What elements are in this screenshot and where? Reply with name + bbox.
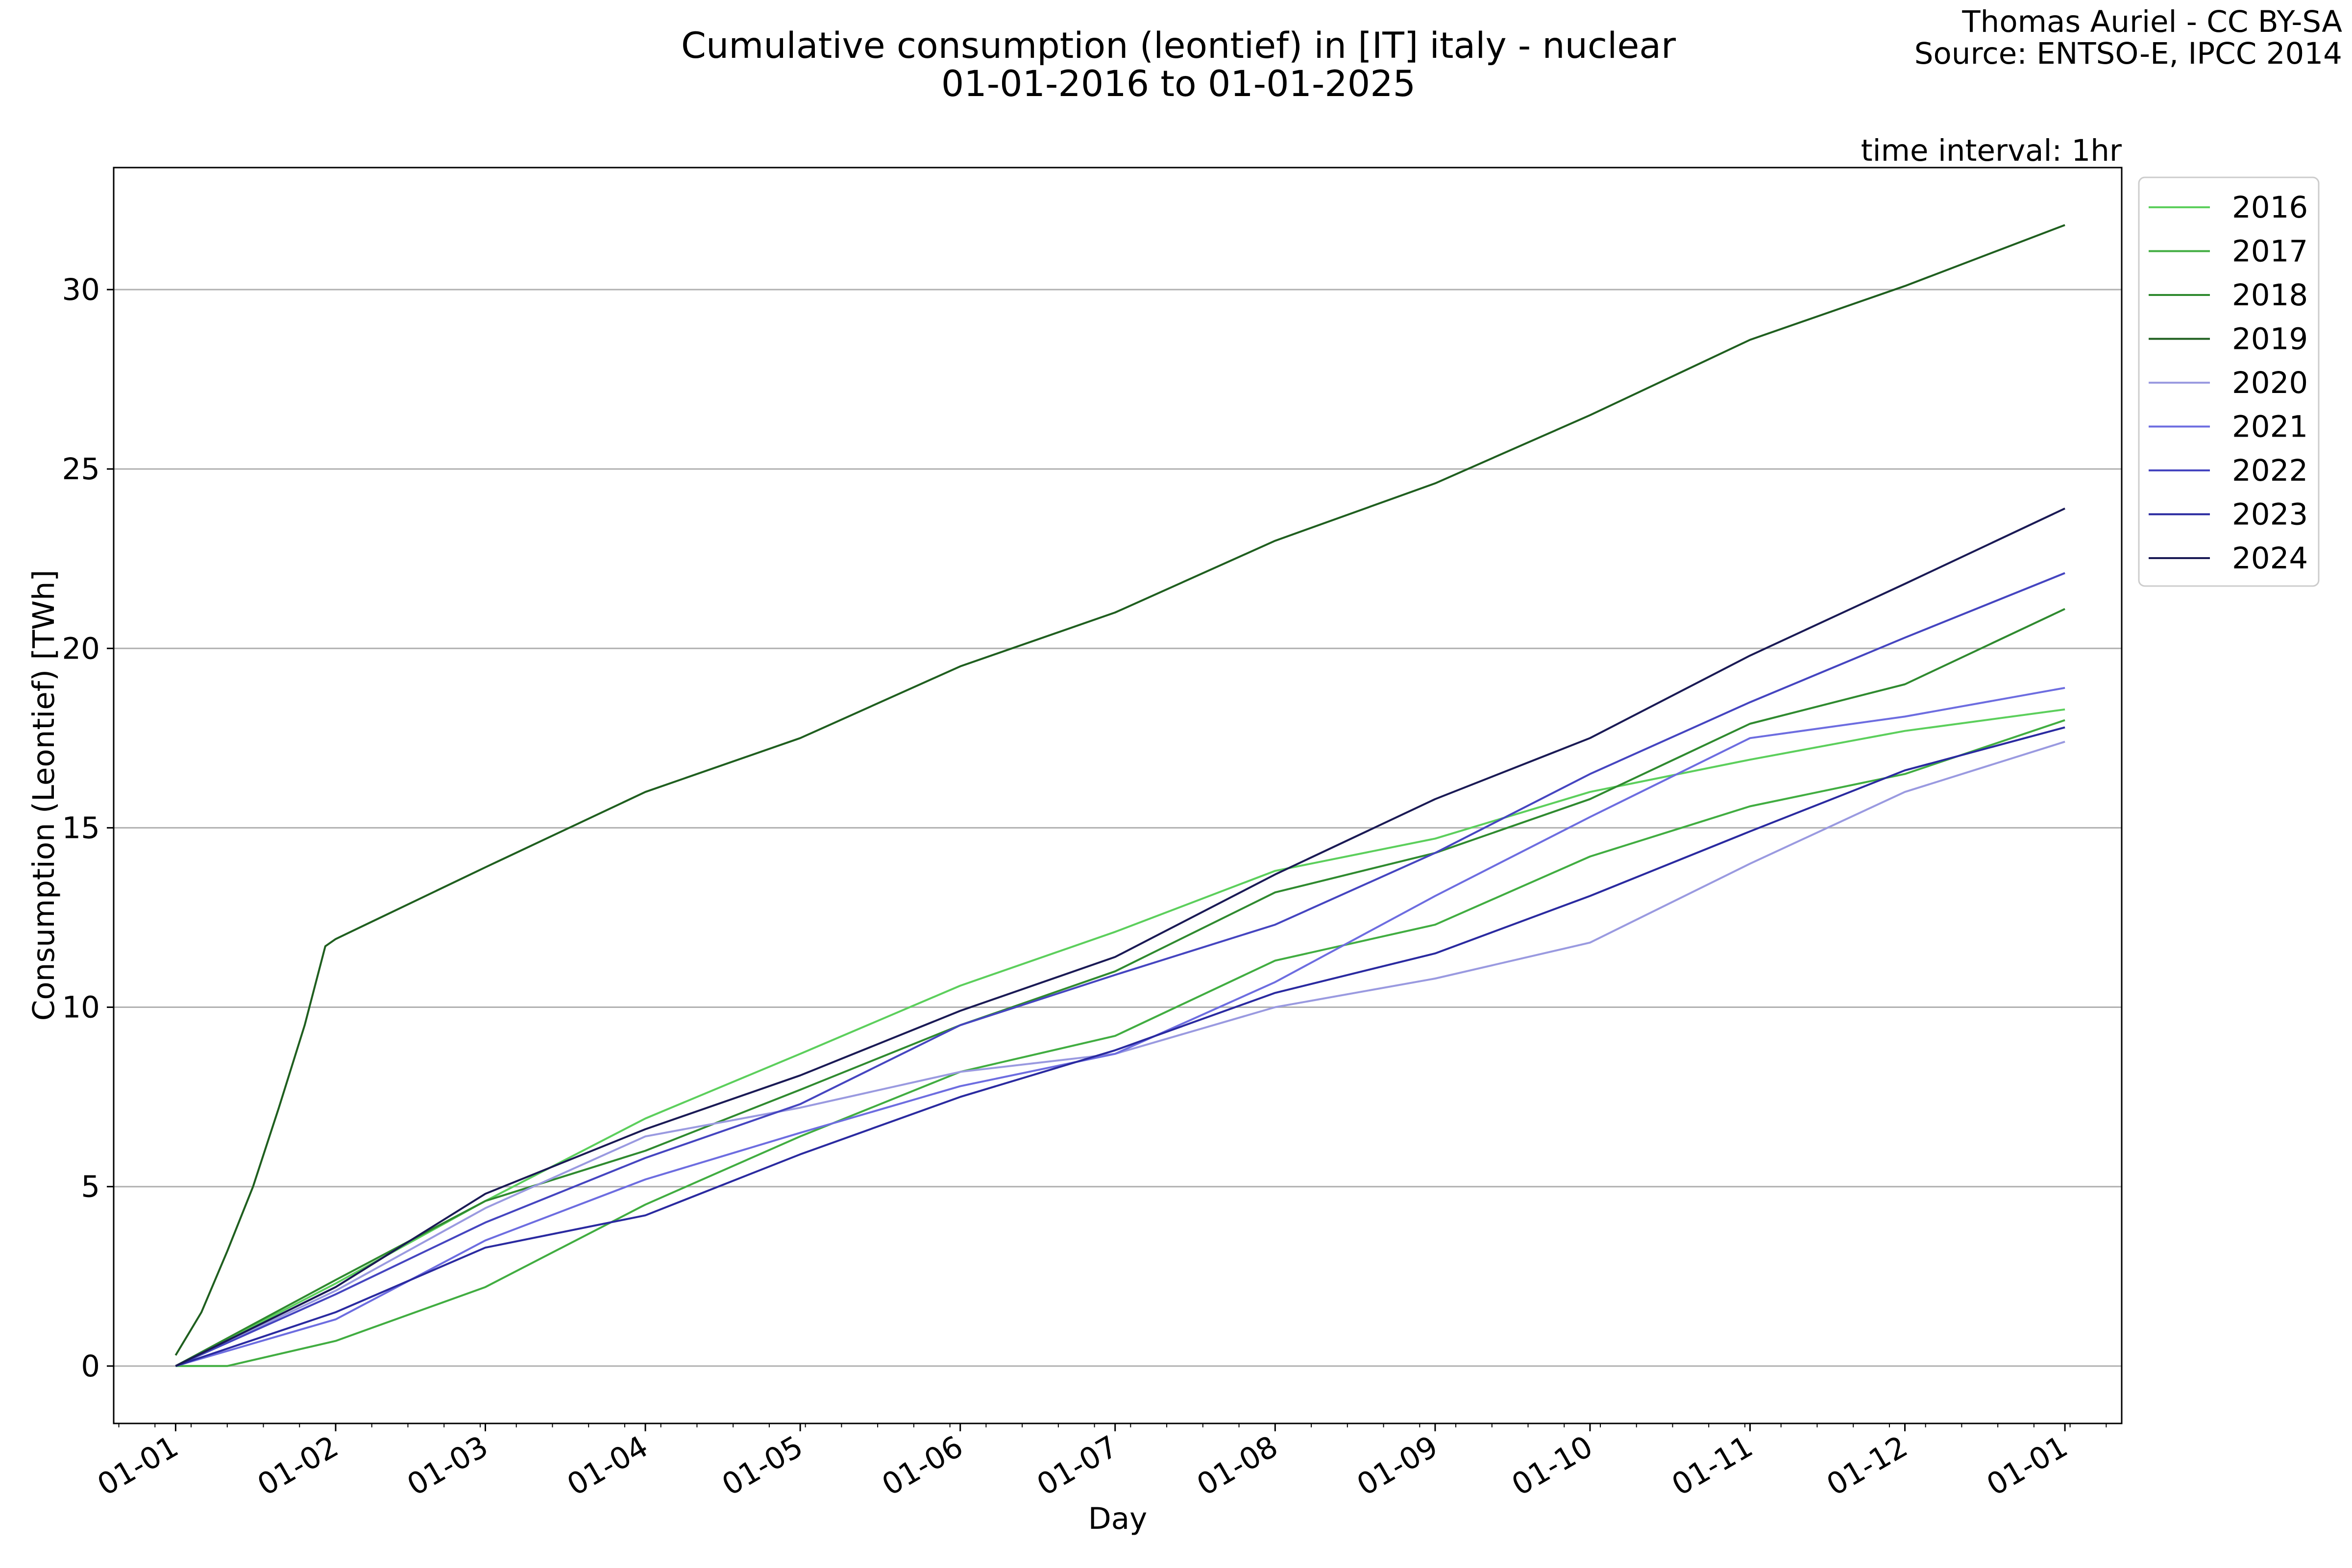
series-line-2017 — [175, 719, 2065, 1367]
chart-title: Cumulative consumption (leontief) in [IT… — [681, 25, 1676, 67]
time-interval-note: time interval: 1hr — [1861, 133, 2122, 168]
y-tick-label: 15 — [62, 810, 100, 845]
credit-author: Thomas Auriel - CC BY-SA — [1961, 4, 2342, 39]
legend-entries: 2016 2017 2018 2019 2020 2021 2022 2023 2024 — [2149, 190, 2308, 576]
legend-frame — [2138, 176, 2320, 587]
y-tick-label: 25 — [62, 452, 100, 487]
x-tick-label: 01-01 — [92, 1429, 184, 1503]
y-tick-label: 0 — [81, 1349, 100, 1384]
chart-subtitle: 01-01-2016 to 01-01-2025 — [941, 63, 1416, 105]
series-line-2018 — [175, 608, 2065, 1367]
legend-label-2021: 2021 — [2232, 410, 2308, 444]
x-tick-label: 01-02 — [251, 1429, 344, 1503]
y-tick-label: 5 — [81, 1170, 100, 1204]
x-tick-label: 01-12 — [1821, 1429, 1913, 1503]
legend: 2016 2017 2018 2019 2020 2021 2022 2023 2024 — [2138, 176, 2320, 587]
y-axis-label: Consumption (Leontief) [TWh] — [26, 570, 61, 1021]
series-line-2016 — [175, 708, 2065, 1367]
legend-label-2023: 2023 — [2232, 497, 2308, 532]
x-tick-label: 01-09 — [1351, 1429, 1444, 1503]
x-tick-label: 01-03 — [401, 1429, 494, 1503]
series-line-2021 — [175, 686, 2065, 1367]
series-line-2023 — [175, 726, 2065, 1367]
y-tick-label: 30 — [62, 272, 100, 307]
y-tick-label: 20 — [62, 631, 100, 666]
x-tick-label: 01-11 — [1666, 1429, 1759, 1503]
gridlines — [114, 289, 2122, 1367]
series-line-2022 — [175, 572, 2065, 1367]
x-tick-label: 01-04 — [562, 1429, 654, 1503]
legend-label-2017: 2017 — [2232, 234, 2308, 269]
legend-label-2024: 2024 — [2232, 541, 2308, 576]
legend-label-2018: 2018 — [2232, 278, 2308, 313]
y-tick-label: 10 — [62, 990, 100, 1025]
x-tick-label: 01-06 — [876, 1429, 969, 1503]
x-axis-ticks: 01-01 01-02 01-03 01-04 01-05 01-06 01-07 01-08… — [92, 1423, 2107, 1503]
series-line-2024 — [175, 507, 2065, 1367]
legend-label-2022: 2022 — [2232, 453, 2308, 488]
plot-frame — [113, 167, 2123, 1424]
y-axis-ticks: 0 5 10 15 20 25 30 — [62, 272, 114, 1384]
series-line-2019 — [174, 224, 2065, 1356]
x-axis-label: Day — [1088, 1501, 1147, 1536]
legend-label-2020: 2020 — [2232, 366, 2308, 400]
credit-source: Source: ENTSO-E, IPCC 2014 — [1914, 36, 2342, 71]
legend-label-2016: 2016 — [2232, 190, 2308, 225]
x-tick-label: 01-01 — [1981, 1429, 2074, 1503]
legend-label-2019: 2019 — [2232, 322, 2308, 357]
series-lines — [174, 224, 2065, 1367]
x-tick-label: 01-08 — [1191, 1429, 1284, 1503]
series-line-2020 — [175, 740, 2065, 1367]
x-tick-label: 01-05 — [716, 1429, 809, 1503]
x-tick-label: 01-10 — [1506, 1429, 1598, 1503]
x-tick-label: 01-07 — [1031, 1429, 1124, 1503]
